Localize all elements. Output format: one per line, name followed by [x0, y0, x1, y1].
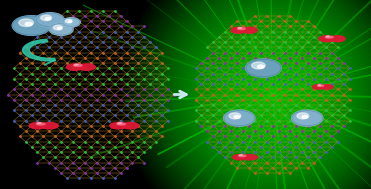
Ellipse shape: [318, 85, 324, 86]
Circle shape: [252, 62, 265, 69]
Ellipse shape: [73, 64, 82, 66]
Circle shape: [41, 15, 52, 21]
Ellipse shape: [326, 36, 329, 37]
Circle shape: [229, 113, 241, 119]
Ellipse shape: [66, 64, 83, 70]
Circle shape: [62, 18, 80, 27]
Circle shape: [65, 19, 72, 23]
Ellipse shape: [244, 65, 302, 124]
Circle shape: [62, 18, 80, 27]
Ellipse shape: [240, 61, 306, 128]
Circle shape: [68, 21, 72, 22]
Circle shape: [49, 23, 73, 35]
Circle shape: [36, 13, 64, 27]
Ellipse shape: [233, 155, 247, 160]
Ellipse shape: [238, 59, 308, 130]
Polygon shape: [45, 60, 55, 65]
Circle shape: [45, 17, 50, 20]
Ellipse shape: [321, 85, 333, 89]
Circle shape: [12, 16, 51, 35]
Ellipse shape: [237, 28, 245, 30]
Ellipse shape: [243, 155, 257, 160]
Ellipse shape: [122, 122, 139, 129]
Ellipse shape: [319, 36, 334, 42]
Ellipse shape: [330, 36, 345, 42]
Ellipse shape: [41, 122, 58, 129]
Ellipse shape: [233, 55, 312, 134]
Circle shape: [297, 113, 309, 119]
Circle shape: [12, 16, 51, 35]
Ellipse shape: [239, 155, 242, 156]
Ellipse shape: [325, 36, 333, 38]
Ellipse shape: [37, 123, 41, 124]
Ellipse shape: [242, 63, 303, 126]
Ellipse shape: [29, 122, 46, 129]
Circle shape: [19, 19, 33, 26]
Ellipse shape: [239, 155, 246, 157]
Circle shape: [53, 25, 62, 30]
Ellipse shape: [75, 64, 78, 65]
Ellipse shape: [78, 64, 95, 70]
Ellipse shape: [236, 57, 310, 132]
Ellipse shape: [36, 123, 45, 125]
Ellipse shape: [242, 27, 257, 33]
Ellipse shape: [118, 123, 121, 124]
Circle shape: [25, 22, 32, 26]
Circle shape: [224, 110, 255, 126]
Circle shape: [36, 13, 64, 27]
Circle shape: [57, 27, 62, 29]
Circle shape: [292, 110, 323, 126]
Polygon shape: [23, 39, 56, 61]
Circle shape: [246, 59, 281, 77]
Circle shape: [257, 65, 264, 68]
Circle shape: [302, 115, 308, 118]
Circle shape: [49, 23, 73, 35]
Ellipse shape: [318, 85, 321, 86]
Ellipse shape: [227, 48, 318, 141]
Circle shape: [246, 59, 281, 77]
Circle shape: [292, 110, 323, 126]
Circle shape: [234, 115, 240, 118]
Circle shape: [224, 110, 255, 126]
Ellipse shape: [110, 122, 127, 129]
Ellipse shape: [229, 50, 316, 139]
Ellipse shape: [231, 27, 246, 33]
Ellipse shape: [117, 123, 125, 125]
Ellipse shape: [312, 85, 325, 89]
Ellipse shape: [232, 53, 314, 136]
